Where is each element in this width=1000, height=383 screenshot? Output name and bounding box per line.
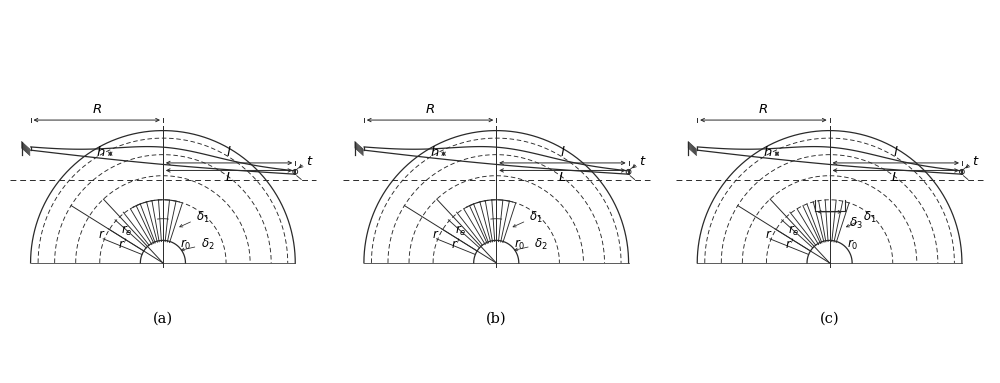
Text: $\delta_1$: $\delta_1$ bbox=[529, 210, 543, 225]
Text: $h$: $h$ bbox=[96, 145, 106, 159]
Text: $t$: $t$ bbox=[639, 155, 647, 169]
Text: $t$: $t$ bbox=[306, 155, 313, 169]
Text: (b): (b) bbox=[486, 312, 507, 326]
Text: $\delta_2$: $\delta_2$ bbox=[201, 237, 214, 252]
Text: $r$: $r$ bbox=[98, 228, 106, 241]
Text: $h$: $h$ bbox=[763, 145, 772, 159]
Text: (c): (c) bbox=[820, 312, 839, 326]
Text: $h$: $h$ bbox=[430, 145, 439, 159]
Text: (a): (a) bbox=[153, 312, 173, 326]
Text: $r'$: $r'$ bbox=[451, 237, 461, 252]
Text: $R$: $R$ bbox=[758, 103, 768, 116]
Text: $r_0$: $r_0$ bbox=[847, 238, 858, 252]
Text: $R$: $R$ bbox=[92, 103, 102, 116]
Text: $L$: $L$ bbox=[558, 171, 567, 184]
Text: $r$: $r$ bbox=[432, 228, 439, 241]
Text: $R$: $R$ bbox=[425, 103, 435, 116]
Text: $r'$: $r'$ bbox=[785, 237, 794, 252]
Text: $r_e$: $r_e$ bbox=[788, 224, 800, 238]
Text: $\delta_3$: $\delta_3$ bbox=[849, 216, 863, 231]
Text: $r_e$: $r_e$ bbox=[121, 224, 133, 238]
Text: $L$: $L$ bbox=[891, 171, 900, 184]
Text: $L$: $L$ bbox=[225, 171, 233, 184]
Text: $r_e$: $r_e$ bbox=[455, 224, 466, 238]
Text: $l$: $l$ bbox=[560, 145, 565, 159]
Text: $r_0$: $r_0$ bbox=[180, 238, 192, 252]
Text: $l$: $l$ bbox=[226, 145, 232, 159]
Text: $\delta_2$: $\delta_2$ bbox=[534, 237, 547, 252]
Text: $\delta_1$: $\delta_1$ bbox=[863, 210, 876, 225]
Text: $r_0$: $r_0$ bbox=[514, 238, 525, 252]
Text: $r'$: $r'$ bbox=[118, 237, 128, 252]
Text: $t$: $t$ bbox=[972, 155, 980, 169]
Text: $\delta_1$: $\delta_1$ bbox=[196, 210, 210, 225]
Text: $l$: $l$ bbox=[893, 145, 899, 159]
Text: $r$: $r$ bbox=[765, 228, 772, 241]
